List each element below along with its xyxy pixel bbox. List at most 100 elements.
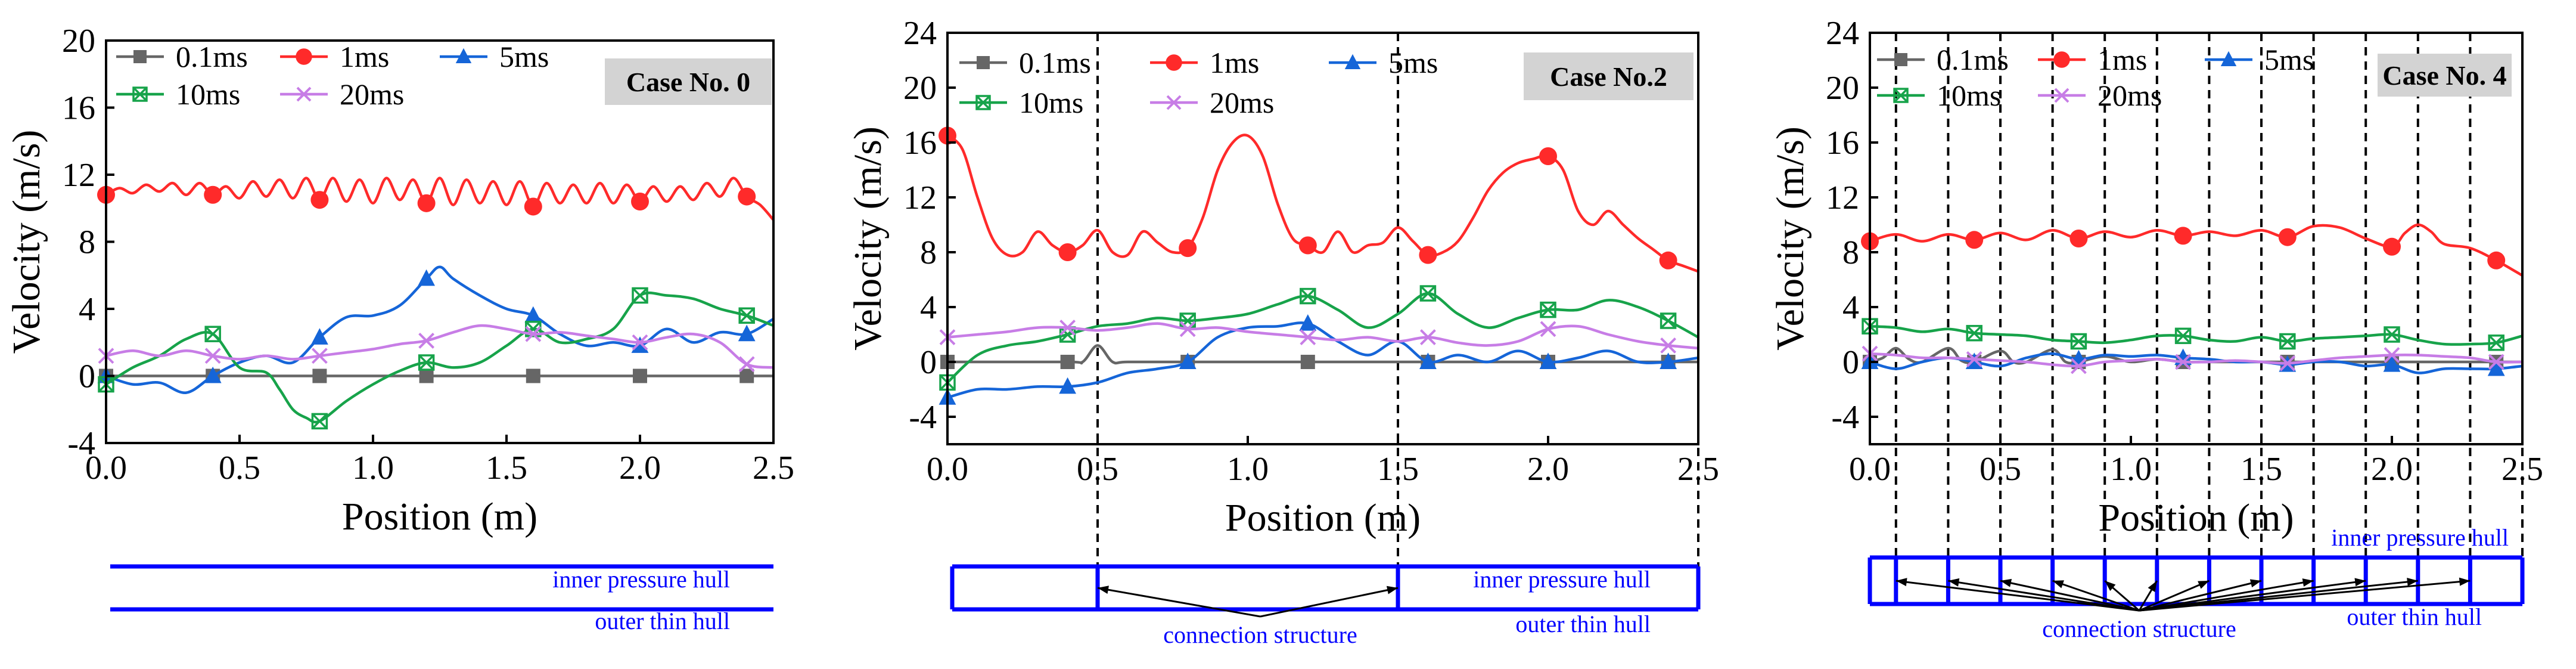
legend-marker-10ms-box — [975, 95, 991, 110]
legend-marker-5ms — [2220, 51, 2237, 66]
marker-0.1ms-4 — [526, 368, 540, 383]
marker-1ms-5 — [1539, 147, 1557, 165]
marker-5ms-6 — [1660, 352, 1677, 369]
legend-marker-20ms-diag-b — [296, 86, 312, 102]
marker-1ms-6 — [1659, 251, 1677, 270]
marker-10ms-2-box — [311, 413, 328, 430]
marker-10ms-3 — [1300, 287, 1316, 305]
marker-10ms-6-diag-b — [2488, 335, 2504, 351]
marker-20ms-3-diag-b — [2175, 354, 2192, 370]
marker-20ms-5-diag-b — [2384, 347, 2400, 363]
y-axis-label: Velocity (m/s) — [1769, 126, 1812, 351]
connection-arrowhead-1 — [1386, 586, 1398, 594]
legend-marker-20ms-diag-b — [1166, 95, 1182, 110]
y-tick-label-0: -4 — [909, 399, 937, 436]
case-label-box — [1524, 52, 1693, 100]
marker-0.1ms-2 — [312, 368, 327, 383]
y-tick-label-3: 8 — [920, 234, 937, 271]
marker-1ms-6 — [2487, 251, 2506, 270]
outer-hull-label: outer thin hull — [2347, 603, 2482, 630]
marker-10ms-2-diag-b — [2071, 333, 2087, 349]
marker-10ms-5-diag-b — [632, 287, 648, 303]
marker-20ms-6-diag-b — [2488, 354, 2504, 370]
legend-marker-0.1ms — [977, 56, 990, 69]
marker-10ms-6-diag-b — [738, 308, 755, 324]
marker-20ms-5 — [1540, 321, 1556, 337]
connection-arrowhead-8 — [2302, 578, 2314, 587]
plot-frame — [1869, 32, 2524, 445]
marker-5ms-3 — [418, 269, 435, 286]
inner-hull-label: inner pressure hull — [2331, 524, 2509, 551]
legend-marker-10ms — [132, 86, 148, 102]
marker-1ms-1 — [204, 185, 222, 204]
y-tick-label-6: 20 — [1826, 70, 1859, 107]
outer-hull-label: outer thin hull — [595, 608, 730, 634]
connection-arrowhead-5 — [2148, 581, 2157, 593]
panel-2: 0.0 0.5 1.0 1.5 2.0 2.5 -4 0 4 8 12 16 20 24 Position … — [1769, 15, 2543, 642]
connection-arrowhead-6 — [2198, 581, 2210, 589]
marker-10ms-5-box — [2384, 326, 2400, 343]
y-tick-label-4: 12 — [62, 157, 95, 194]
legend-label-5ms: 5ms — [2264, 43, 2314, 76]
marker-0.1ms-5 — [633, 368, 647, 383]
marker-20ms-1-diag-b — [1966, 351, 1983, 367]
marker-20ms-2-diag-b — [2070, 358, 2087, 374]
marker-0.1ms-3 — [1300, 355, 1315, 369]
marker-10ms-2-diag-b — [312, 413, 328, 429]
marker-20ms-4 — [2279, 355, 2296, 371]
marker-1ms-6 — [738, 187, 756, 206]
connection-arrowhead-10 — [2407, 577, 2418, 586]
marker-5ms-4 — [1419, 352, 1437, 369]
marker-10ms-6 — [2488, 335, 2504, 351]
marker-10ms-3-diag-b — [418, 354, 434, 371]
x-tick-label-4: 2.0 — [619, 450, 661, 487]
marker-10ms-3-box — [2174, 327, 2192, 345]
marker-10ms-1-box — [204, 326, 221, 342]
y-tick-label-4: 12 — [1826, 179, 1859, 216]
x-axis-label: Position (m) — [1225, 496, 1421, 540]
marker-10ms-4-diag-b — [2279, 333, 2296, 349]
case-label-box — [605, 58, 772, 105]
legend-label-20ms: 20ms — [2098, 79, 2162, 112]
marker-10ms-1-diag-b — [1966, 325, 1983, 341]
marker-10ms-5 — [1540, 301, 1556, 318]
connection-arrowhead-7 — [2249, 579, 2261, 588]
x-tick-label-1: 0.5 — [219, 450, 260, 487]
legend-label-10ms: 10ms — [1019, 86, 1083, 119]
marker-10ms-1-box — [1966, 324, 1983, 342]
y-tick-label-6: 20 — [903, 70, 937, 107]
marker-20ms-5 — [632, 334, 648, 351]
marker-0.1ms-3 — [419, 368, 434, 383]
legend-marker-10ms — [975, 95, 991, 110]
marker-1ms-1 — [1965, 231, 1984, 249]
marker-20ms-4-diag-b — [2279, 355, 2296, 371]
marker-20ms-5 — [2384, 347, 2400, 363]
connection-arrowhead-0 — [1896, 578, 1907, 587]
connection-arrowhead-0 — [1098, 586, 1109, 594]
marker-1ms-4 — [1419, 246, 1437, 264]
marker-10ms-4 — [2279, 333, 2296, 350]
hull-diagram: inner pressure hull outer thin hull connec… — [950, 564, 1701, 648]
marker-10ms-4-box — [2279, 333, 2296, 350]
marker-20ms-2 — [2070, 358, 2087, 374]
marker-10ms-5-box — [632, 287, 648, 304]
marker-10ms-5-box — [1540, 301, 1556, 318]
marker-20ms-3-diag-b — [1300, 329, 1316, 346]
marker-20ms-6 — [2488, 354, 2504, 370]
connection-arrow-6 — [2139, 580, 2210, 612]
x-tick-label-2: 1.0 — [2110, 451, 2152, 488]
marker-0.1ms-1 — [1060, 355, 1075, 369]
marker-10ms-3-diag-b — [2175, 328, 2191, 344]
legend-label-5ms: 5ms — [499, 40, 549, 73]
x-tick-label-5: 2.5 — [1677, 451, 1719, 488]
y-tick-label-7: 24 — [1826, 15, 1859, 52]
y-tick-label-0: -4 — [67, 425, 95, 462]
marker-20ms-2 — [311, 348, 328, 364]
marker-5ms-5 — [631, 336, 649, 353]
connection-arrowhead-11 — [2459, 577, 2471, 586]
legend-label-20ms: 20ms — [340, 78, 404, 111]
case-label: Case No. 4 — [2382, 60, 2506, 91]
x-axis-label: Position (m) — [342, 495, 537, 538]
marker-20ms-3 — [2175, 354, 2192, 370]
plot-frame — [946, 32, 1699, 445]
